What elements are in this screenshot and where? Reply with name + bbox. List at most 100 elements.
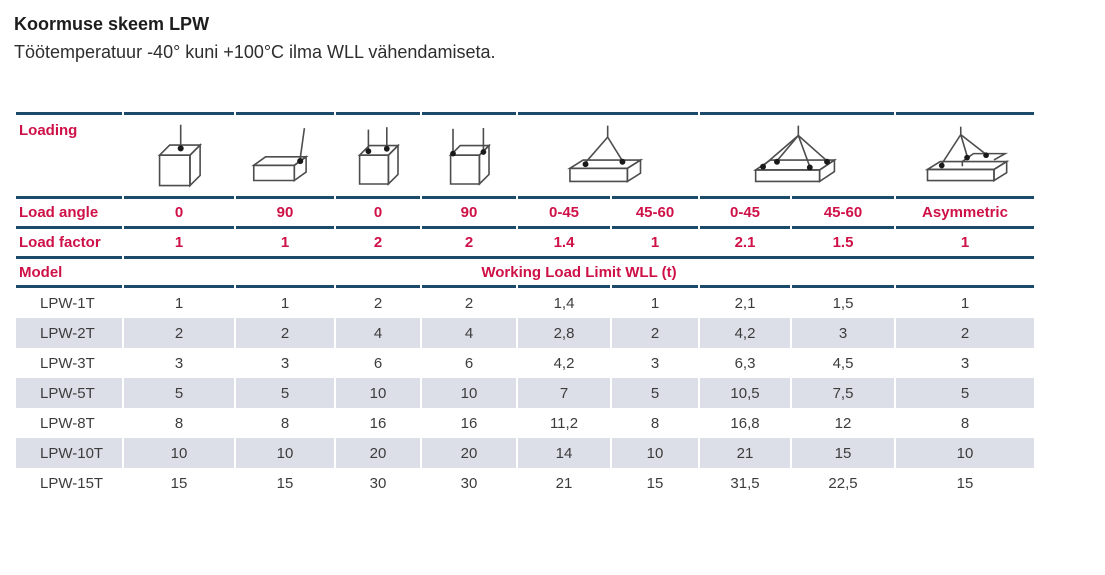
model-cell: LPW-1T [16,285,122,318]
load-factor-value: 1 [896,226,1034,256]
wll-cell: 8 [650,414,660,432]
wll-cell: 2 [336,285,420,318]
cube-top-double-lift-icon [342,123,414,189]
wll-cell: 4,2 [553,354,575,372]
table-row-lpw-10t: LPW-10T 10 10 20 20 14 10 21 15 10 [16,438,1034,468]
model-cell: LPW-8T [40,414,95,432]
loading-cell [518,112,698,196]
load-angle-value: 0 [124,196,234,226]
wll-cell: 8 [280,414,290,432]
wll-cell: 10 [422,378,516,408]
load-angle-value: 90 [236,196,334,226]
load-angle-value: 45-60 [792,196,894,226]
wll-cell: 7,5 [792,378,894,408]
wll-cell: 22,5 [828,474,858,492]
wll-cell: 15 [276,474,294,492]
wll-cell: 2,8 [518,318,610,348]
load-angle-value: 0-45 [700,196,790,226]
wll-cell: 7 [518,378,610,408]
wll-cell: 14 [518,438,610,468]
table-row-lpw-2t: LPW-2T 2 2 4 4 2,8 2 4,2 3 2 [16,318,1034,348]
table-row-lpw-15t: LPW-15T 15 15 30 30 21 15 31,5 22,5 15 [16,468,1034,498]
load-factor-value: 2 [422,226,516,256]
wll-cell: 20 [336,438,420,468]
wll-cell: 1 [236,285,334,318]
wll-cell: 1 [896,285,1034,318]
loading-cell [700,112,894,196]
datasheet-page: Koormuse skeem LPW Töötemperatuur -40° k… [14,14,1036,498]
wll-cell: 10 [896,438,1034,468]
wll-cell: 4 [336,318,420,348]
load-angle-row: Load angle 0 90 0 90 0-45 45-60 0-45 45-… [16,196,1034,226]
page-title: Koormuse skeem LPW [14,14,210,34]
wll-cell: 4 [422,318,516,348]
wll-cell: 5 [124,378,234,408]
wll-cell: 6 [464,354,474,372]
wll-cell: 4,2 [700,318,790,348]
loading-cell [422,112,516,196]
wll-cell: 1,5 [792,285,894,318]
wll-cell: 31,5 [730,474,760,492]
wll-cell: 21 [555,474,573,492]
load-factor-row: Load factor 1 1 2 2 1.4 1 2.1 1.5 1 [16,226,1034,256]
model-cell: LPW-15T [40,474,104,492]
wll-cell: 1 [124,285,234,318]
load-factor-value: 1 [236,226,334,256]
wll-cell: 15 [956,474,974,492]
wll-cell: 2,1 [700,285,790,318]
wll-cell: 30 [460,474,478,492]
wll-cell: 3 [174,354,184,372]
load-factor-value: 2.1 [700,226,790,256]
load-factor-value: 1 [124,226,234,256]
table-row-lpw-5t: LPW-5T 5 5 10 10 7 5 10,5 7,5 5 [16,378,1034,408]
wll-load-table: Loading [14,112,1036,498]
wll-cell: 3 [650,354,660,372]
wll-cell: 6 [373,354,383,372]
model-header-row: Model Working Load Limit WLL (t) [16,256,1034,285]
load-angle-value: 0 [336,196,420,226]
wll-cell: 20 [422,438,516,468]
loading-label: Loading [16,112,122,196]
wll-cell: 2 [612,318,698,348]
wll-cell: 10 [612,438,698,468]
load-factor-value: 1.4 [518,226,610,256]
wll-cell: 16 [369,414,387,432]
table-row-lpw-8t: LPW-8T 8 8 16 16 11,2 8 16,8 12 8 [16,408,1034,438]
wll-cell: 5 [236,378,334,408]
wll-cell: 21 [700,438,790,468]
wll-cell: 12 [834,414,852,432]
model-cell: LPW-3T [40,354,95,372]
wll-header: Working Load Limit WLL (t) [124,256,1034,285]
wll-cell: 8 [174,414,184,432]
wll-cell: 4,5 [832,354,854,372]
flat-box-side-lift-icon [247,123,323,189]
load-factor-label: Load factor [16,226,122,256]
wll-cell: 10 [336,378,420,408]
load-angle-value: 90 [422,196,516,226]
table-row-lpw-1t: LPW-1T 1 1 2 2 1,4 1 2,1 1,5 1 [16,285,1034,318]
model-cell: LPW-5T [16,378,122,408]
load-angle-value: 0-45 [518,196,610,226]
loading-cell [896,112,1034,196]
wll-cell: 2 [236,318,334,348]
wll-cell: 5 [612,378,698,408]
wll-cell: 10 [124,438,234,468]
page-subtitle: Töötemperatuur -40° kuni +100°C ilma WLL… [14,41,496,62]
wll-cell: 2 [896,318,1034,348]
wll-cell: 15 [792,438,894,468]
load-factor-value: 1.5 [792,226,894,256]
load-angle-value: Asymmetric [896,196,1034,226]
two-leg-sling-icon [555,124,662,188]
asymmetric-sling-icon [918,125,1013,187]
table-row-lpw-3t: LPW-3T 3 3 6 6 4,2 3 6,3 4,5 3 [16,348,1034,378]
model-cell: LPW-10T [16,438,122,468]
wll-cell: 16 [460,414,478,432]
load-angle-value: 45-60 [612,196,698,226]
load-factor-value: 2 [336,226,420,256]
wll-cell: 10,5 [700,378,790,408]
loading-cell [336,112,420,196]
wll-cell: 2 [124,318,234,348]
wll-cell: 15 [646,474,664,492]
four-leg-sling-icon [744,124,851,188]
loading-cell [236,112,334,196]
